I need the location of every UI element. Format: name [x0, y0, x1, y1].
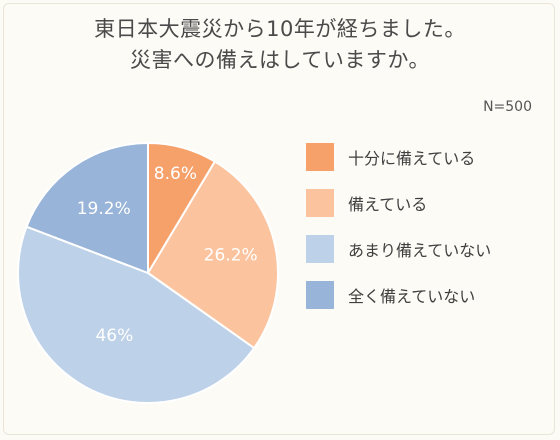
slice-mattaku — [25, 141, 149, 275]
slice-value-label: 46% — [95, 326, 133, 346]
slice-sonaeteiru — [146, 160, 279, 350]
legend-item-amari: あまり備えていない — [306, 235, 491, 263]
legend-swatch — [306, 235, 334, 263]
legend-item-mattaku: 全く備えていない — [306, 281, 491, 309]
legend: 十分に備えている 備えている あまり備えていない 全く備えていない — [306, 143, 491, 327]
slice-value-label: 26.2% — [204, 246, 258, 266]
legend-swatch — [306, 189, 334, 217]
legend-label: 備えている — [348, 195, 428, 214]
legend-swatch — [306, 143, 334, 171]
slice-value-label: 19.2% — [77, 199, 131, 219]
legend-item-sonaeteiru: 備えている — [306, 189, 491, 217]
sample-size-note: N=500 — [483, 99, 532, 115]
slice-amari — [17, 225, 256, 404]
legend-swatch — [306, 281, 334, 309]
chart-title: 東日本大震災から10年が経ちました。 災害への備えはしていますか。 — [0, 14, 560, 76]
chart-title-line-2: 災害への備えはしていますか。 — [130, 48, 430, 72]
slice-value-label: 8.6% — [154, 164, 197, 184]
chart-title-line-1: 東日本大震災から10年が経ちました。 — [94, 17, 466, 41]
legend-label: あまり備えていない — [348, 241, 492, 260]
legend-label: 十分に備えている — [348, 149, 476, 168]
legend-item-jubun: 十分に備えている — [306, 143, 491, 171]
legend-label: 全く備えていない — [348, 287, 476, 306]
